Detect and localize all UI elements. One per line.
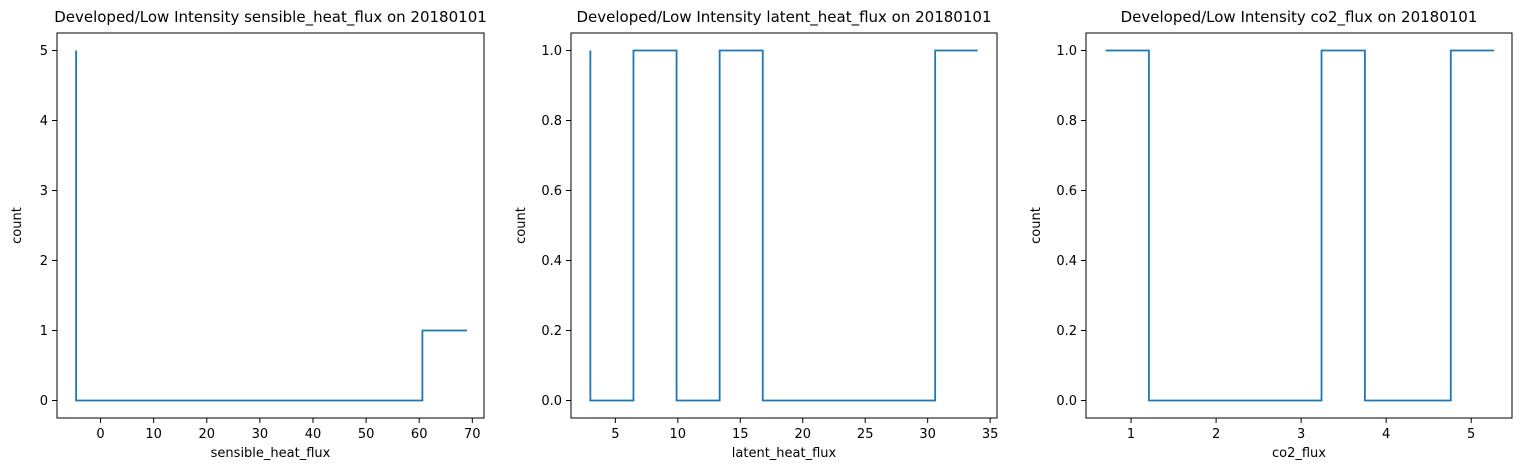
x-axis-label: latent_heat_flux bbox=[732, 446, 837, 461]
x-tick-label: 10 bbox=[145, 427, 162, 442]
y-tick-label: 1.0 bbox=[541, 44, 562, 59]
y-tick-label: 0.0 bbox=[541, 394, 562, 409]
y-tick-label: 5 bbox=[40, 44, 48, 59]
chart-panel-latent-heat-flux: Developed/Low Intensity latent_heat_flux… bbox=[514, 8, 998, 461]
x-tick-label: 35 bbox=[982, 427, 999, 442]
axes-frame bbox=[56, 32, 485, 419]
y-tick-label: 4 bbox=[40, 114, 48, 129]
y-tick-label: 3 bbox=[40, 184, 48, 199]
x-tick-label: 1 bbox=[1127, 427, 1135, 442]
x-tick-label: 30 bbox=[919, 427, 936, 442]
y-tick-label: 1 bbox=[40, 324, 48, 339]
axes-frame bbox=[1085, 32, 1513, 419]
x-tick-label: 30 bbox=[252, 427, 269, 442]
x-tick-label: 15 bbox=[732, 427, 749, 442]
y-tick-label: 1.0 bbox=[1056, 44, 1077, 59]
series-line bbox=[75, 50, 467, 402]
chart-title: Developed/Low Intensity latent_heat_flux… bbox=[577, 8, 992, 27]
y-tick-label: 0.6 bbox=[541, 184, 562, 199]
y-tick-label: 0.6 bbox=[1056, 184, 1077, 199]
y-tick-label: 0 bbox=[40, 394, 48, 409]
chart-panel-co2-flux: Developed/Low Intensity co2_flux on 2018… bbox=[1029, 8, 1513, 461]
y-tick-label: 0.8 bbox=[541, 114, 562, 129]
x-tick-label: 5 bbox=[1467, 427, 1475, 442]
x-tick-label: 60 bbox=[411, 427, 428, 442]
x-tick-label: 2 bbox=[1212, 427, 1220, 442]
chart-title: Developed/Low Intensity co2_flux on 2018… bbox=[1121, 8, 1478, 27]
chart-title: Developed/Low Intensity sensible_heat_fl… bbox=[54, 8, 487, 27]
x-tick-label: 25 bbox=[857, 427, 874, 442]
y-tick-label: 0.0 bbox=[1056, 394, 1077, 409]
x-tick-label: 4 bbox=[1382, 427, 1390, 442]
series-line bbox=[1105, 49, 1495, 402]
x-tick-label: 10 bbox=[670, 427, 687, 442]
y-axis-label: count bbox=[514, 207, 529, 244]
y-tick-label: 0.2 bbox=[541, 324, 562, 339]
y-tick-label: 0.4 bbox=[541, 254, 562, 269]
axes-frame bbox=[570, 32, 998, 419]
x-tick-label: 70 bbox=[464, 427, 481, 442]
x-tick-label: 20 bbox=[794, 427, 811, 442]
x-tick-label: 20 bbox=[198, 427, 215, 442]
x-axis-label: sensible_heat_flux bbox=[211, 446, 331, 461]
y-axis-label: count bbox=[1029, 207, 1044, 244]
y-tick-label: 0.4 bbox=[1056, 254, 1077, 269]
series-line bbox=[589, 49, 978, 402]
y-tick-label: 0.8 bbox=[1056, 114, 1077, 129]
x-tick-label: 3 bbox=[1297, 427, 1305, 442]
x-tick-label: 50 bbox=[358, 427, 375, 442]
y-axis-label: count bbox=[10, 207, 25, 244]
x-axis-label: co2_flux bbox=[1272, 446, 1326, 461]
chart-panel-sensible-heat-flux: Developed/Low Intensity sensible_heat_fl… bbox=[10, 8, 487, 461]
x-tick-label: 5 bbox=[611, 427, 619, 442]
x-tick-label: 40 bbox=[305, 427, 322, 442]
y-tick-label: 2 bbox=[40, 254, 48, 269]
x-tick-label: 0 bbox=[96, 427, 104, 442]
y-tick-label: 0.2 bbox=[1056, 324, 1077, 339]
